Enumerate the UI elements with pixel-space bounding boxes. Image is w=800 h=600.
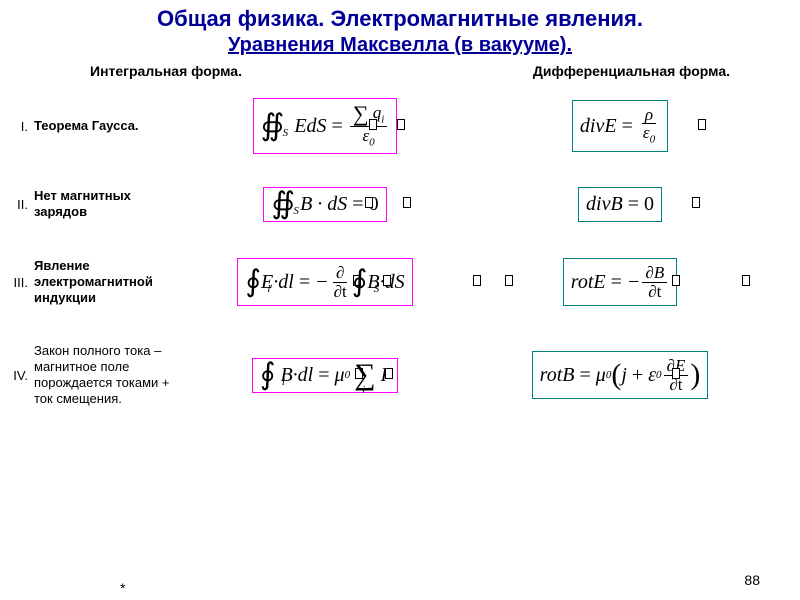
row-2-num: II. [0, 197, 30, 212]
equations-grid: I. Теорема Гаусса. ∯S EdS = ∑ qiε0 divE … [0, 79, 800, 425]
slide-title-block: Общая физика. Электромагнитные явления. … [0, 0, 800, 57]
row-2-desc: Нет магнитных зарядов [30, 188, 180, 221]
header-differential: Дифференциальная форма. [533, 63, 730, 79]
eq-diff-1: divE = ρε0 [572, 100, 668, 153]
eq-diff-4: rotB = μ0 ( j + ε0 ∂E∂t ) [532, 351, 709, 400]
eq-int-4: ∮l B·dl = μ0 ∑i Ii [252, 358, 398, 393]
row-3-num: III. [0, 275, 30, 290]
row-4-num: IV. [0, 368, 30, 383]
row-3-desc: Явление электромагнитной индукции [30, 258, 180, 307]
eq-diff-3: rotE = −∂B∂t [563, 258, 677, 307]
eq-diff-2: divB = 0 [578, 187, 662, 222]
row-1-desc: Теорема Гаусса. [30, 118, 180, 134]
page-number: 88 [744, 572, 760, 588]
row-4: IV. Закон полного тока – магнитное поле … [0, 325, 800, 425]
eq-int-1: ∯S EdS = ∑ qiε0 [253, 98, 398, 155]
row-4-desc: Закон полного тока – магнитное поле поро… [30, 343, 180, 408]
footnote-asterisk: * [120, 580, 125, 596]
eq-int-2: ∯S B · dS = 0 [263, 187, 386, 222]
column-headers: Интегральная форма. Дифференциальная фор… [0, 57, 800, 79]
row-1: I. Теорема Гаусса. ∯S EdS = ∑ qiε0 divE … [0, 83, 800, 169]
row-1-num: I. [0, 119, 30, 134]
row-3: III. Явление электромагнитной индукции ∮… [0, 239, 800, 325]
header-integral: Интегральная форма. [90, 63, 242, 79]
eq-int-3: ∮lE·dl = − ∂∂t ∮SB·dS [237, 258, 412, 307]
row-2: II. Нет магнитных зарядов ∯S B · dS = 0 … [0, 169, 800, 239]
title-main: Общая физика. Электромагнитные явления. [10, 6, 790, 32]
title-sub: Уравнения Максвелла (в вакууме). [10, 34, 790, 57]
